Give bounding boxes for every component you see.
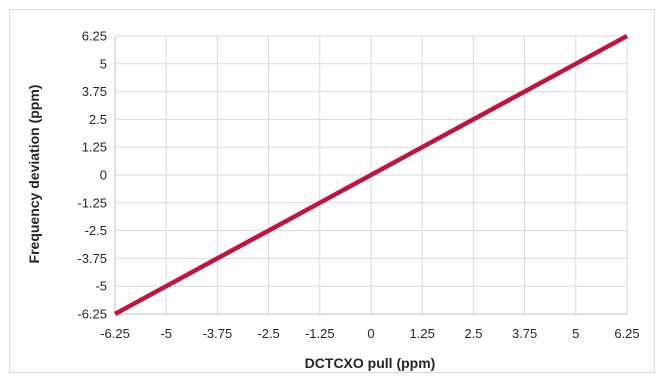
y-tick-labels: 6.25 5 3.75 2.5 1.25 0 -1.25 -2.5 -3.75 -5 -6.25 [77, 29, 107, 322]
plot-axes [114, 36, 627, 315]
x-tick-label: 3.75 [512, 326, 537, 341]
x-tick-labels: -6.25 -5 -3.75 -2.5 -1.25 0 1.25 2.5 3.75 5 6.25 [100, 326, 639, 341]
y-tick-label: 1.25 [82, 140, 107, 155]
x-axis-title: DCTCXO pull (ppm) [305, 355, 436, 371]
y-tick-label: -3.75 [77, 251, 107, 266]
y-tick-label: -5 [95, 279, 107, 294]
x-tick-label: 1.25 [410, 326, 435, 341]
x-tick-label: 2.5 [464, 326, 482, 341]
series-layer [113, 34, 629, 316]
y-tick-label: 0 [100, 168, 107, 183]
x-tick-label: -6.25 [100, 326, 130, 341]
y-tick-label: -1.25 [77, 195, 107, 210]
x-tick-label: 6.25 [614, 326, 639, 341]
y-tick-label: -2.5 [85, 223, 107, 238]
y-tick-label: 6.25 [82, 29, 107, 44]
y-tick-label: 3.75 [82, 84, 107, 99]
x-tick-label: -1.25 [305, 326, 335, 341]
x-tick-label: -5 [160, 326, 172, 341]
y-tick-label: -6.25 [77, 307, 107, 322]
x-tick-label: 5 [572, 326, 579, 341]
y-axis-title: Frequency deviation (ppm) [26, 85, 42, 264]
x-tick-label: 0 [367, 326, 374, 341]
series-line-0 [113, 34, 629, 316]
x-tick-label: -3.75 [203, 326, 233, 341]
y-tick-label: 5 [100, 56, 107, 71]
x-tick-label: -2.5 [257, 326, 279, 341]
y-tick-label: 2.5 [89, 112, 107, 127]
